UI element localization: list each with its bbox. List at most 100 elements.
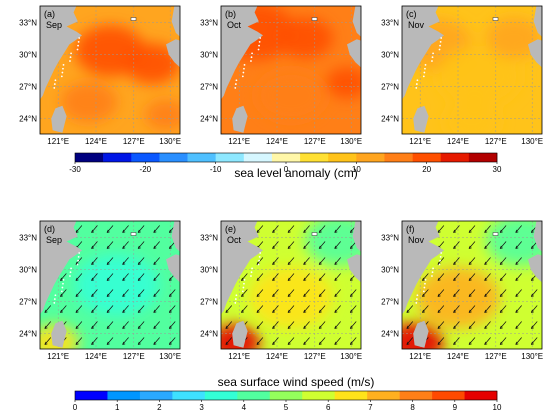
wind-arrowhead xyxy=(168,245,172,249)
panel-month: Sep xyxy=(46,235,62,245)
wind-arrowhead xyxy=(303,229,307,233)
wind-arrowhead xyxy=(453,325,457,329)
wind-arrowhead xyxy=(349,341,353,345)
wind-arrowhead xyxy=(318,325,322,329)
wind-arrow xyxy=(453,257,460,265)
wind-arrowhead xyxy=(287,245,291,249)
kyushu-land xyxy=(166,254,180,283)
panel-month: Nov xyxy=(408,20,425,30)
wind-arrow xyxy=(122,225,129,233)
wind-arrowhead xyxy=(499,229,503,233)
lon-tick-label: 127°E xyxy=(304,137,326,146)
wind-arrowhead xyxy=(303,261,307,265)
coastal-island xyxy=(250,275,252,277)
wind-arrowhead xyxy=(484,341,488,345)
coastal-island xyxy=(422,290,425,293)
map-panel-sep-wind: (d)Sep 121°E 124°E 127°E 130°E 33°N 30°N 27°N 24… xyxy=(19,220,181,361)
wind-arrow xyxy=(468,305,476,313)
coastal-island xyxy=(431,56,434,59)
field-patch xyxy=(277,17,333,59)
colorbar-swatch xyxy=(243,153,273,162)
wind-arrow xyxy=(318,273,326,281)
wind-speed-colorbar: 0 1 2 3 4 5 6 7 8 9 10 xyxy=(73,390,502,412)
wind-arrow xyxy=(106,257,114,265)
colorbar-swatch xyxy=(103,153,132,162)
wind-arrow xyxy=(530,337,538,345)
colorbar-swatch xyxy=(237,391,271,400)
lon-tick-label: 124°E xyxy=(447,352,469,361)
coastal-island xyxy=(53,87,56,89)
wind-arrow xyxy=(468,225,476,233)
wind-arrowhead xyxy=(287,277,291,281)
coastal-island xyxy=(69,271,72,274)
taiwan-land xyxy=(232,320,248,348)
wind-arrow xyxy=(515,225,522,233)
wind-arrowhead xyxy=(318,309,322,313)
coastal-island xyxy=(424,278,427,281)
wind-arrowhead xyxy=(60,293,64,297)
wind-arrow xyxy=(530,289,538,297)
lat-tick-label: 27°N xyxy=(381,298,399,307)
wind-arrowhead xyxy=(122,325,126,329)
coastal-island xyxy=(77,44,79,47)
wind-arrowhead xyxy=(334,325,338,329)
wind-arrow xyxy=(334,257,341,265)
wind-arrowhead xyxy=(137,229,141,233)
wind-arrowhead xyxy=(137,341,141,345)
wind-arrow xyxy=(106,289,114,297)
coastal-island xyxy=(61,286,64,289)
wind-arrow xyxy=(468,257,476,265)
wind-arrow xyxy=(225,337,233,345)
lon-tick-label: 124°E xyxy=(85,137,107,146)
coastal-island xyxy=(78,37,81,39)
wind-arrow xyxy=(437,289,445,297)
wind-arrow xyxy=(122,241,129,249)
wind-arrow xyxy=(453,289,460,297)
lat-tick-label: 33°N xyxy=(19,19,37,28)
taiwan-land xyxy=(413,105,429,133)
wind-arrowhead xyxy=(468,261,472,265)
map-inset-marker xyxy=(311,232,318,236)
wind-arrowhead xyxy=(91,325,95,329)
wind-arrowhead xyxy=(256,325,260,329)
wind-arrow xyxy=(91,225,98,233)
field-patch xyxy=(326,67,361,99)
wind-arrowhead xyxy=(484,229,488,233)
coastal-island xyxy=(258,40,261,43)
map-inset-marker xyxy=(130,232,137,236)
coastal-island xyxy=(423,286,426,289)
wind-arrow xyxy=(225,305,233,313)
coastal-island xyxy=(258,259,260,262)
wind-arrow xyxy=(137,337,145,345)
wind-arrowhead xyxy=(75,341,79,345)
wind-arrow xyxy=(484,337,491,345)
wind-arrowhead xyxy=(334,245,338,249)
coastal-island xyxy=(257,263,260,266)
wind-arrow xyxy=(499,257,507,265)
colorbar-tick-label: 0 xyxy=(284,165,289,174)
lat-tick-label: 24°N xyxy=(19,115,37,124)
panel-label: (e) xyxy=(225,224,236,234)
colorbar-swatch xyxy=(367,391,400,400)
wind-arrowhead xyxy=(168,309,172,313)
wind-arrow xyxy=(303,225,310,233)
coastal-island xyxy=(235,294,238,297)
lon-tick-label: 121°E xyxy=(47,137,69,146)
wind-arrow xyxy=(468,289,476,297)
wind-arrowhead xyxy=(334,261,338,265)
lat-tick-label: 30°N xyxy=(19,266,37,275)
wind-arrowhead xyxy=(422,309,426,313)
wind-arrow xyxy=(515,321,522,329)
wind-arrowhead xyxy=(453,293,457,297)
lon-tick-label: 130°E xyxy=(159,352,181,361)
wind-arrow xyxy=(122,337,129,345)
wind-arrow xyxy=(349,305,357,313)
coastal-island xyxy=(53,298,56,300)
coastal-island xyxy=(53,302,56,304)
wind-arrowhead xyxy=(303,293,307,297)
wind-arrowhead xyxy=(91,261,95,265)
wind-arrowhead xyxy=(468,229,472,233)
coastal-island xyxy=(432,267,434,270)
wind-arrowhead xyxy=(499,325,503,329)
